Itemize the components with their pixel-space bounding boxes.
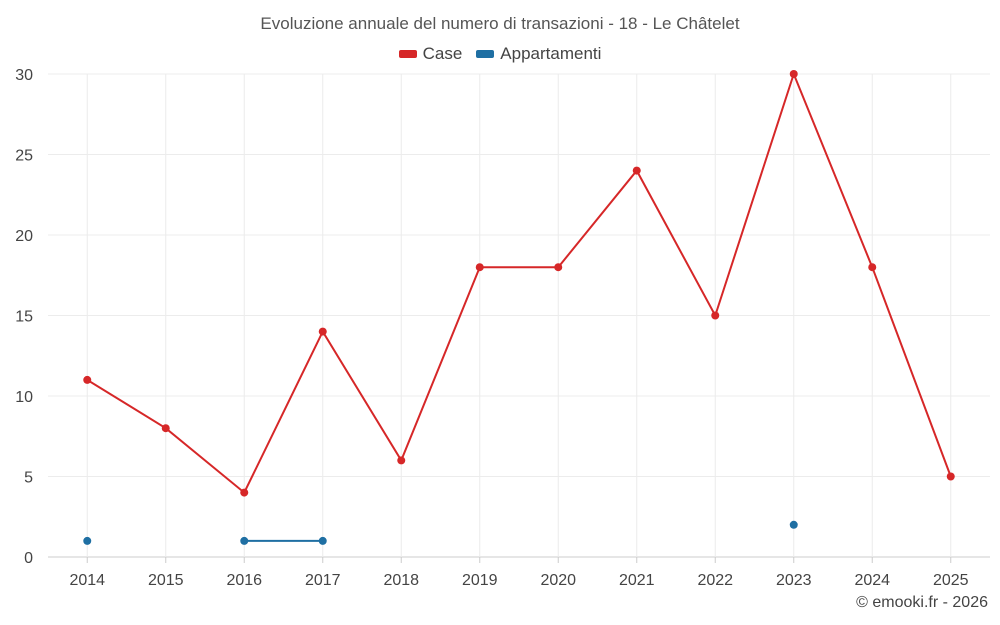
point-appartamenti-2014 [83,536,92,545]
point-case-2025 [946,472,955,481]
legend-item-case[interactable]: Case [398,44,463,64]
point-case-2022 [711,311,720,320]
x-tick-label-2016: 2016 [226,572,262,589]
point-appartamenti-2016 [240,536,249,545]
point-appartamenti-2017 [318,536,327,545]
chart-title: Evoluzione annuale del numero di transaz… [260,14,740,33]
x-tick-label-2024: 2024 [854,572,890,589]
x-tick-label-2020: 2020 [540,572,576,589]
point-case-2015 [161,424,170,433]
x-tick-label-2014: 2014 [69,572,105,589]
point-case-2016 [240,488,249,497]
x-tick-label-2019: 2019 [462,572,498,589]
x-tick-label-2015: 2015 [148,572,184,589]
y-tick-label-25: 25 [15,148,33,165]
point-case-2021 [632,166,641,175]
legend: Case Appartamenti [0,44,1000,64]
point-case-2014 [83,375,92,384]
y-tick-label-15: 15 [15,309,33,326]
x-tick-label-2018: 2018 [383,572,419,589]
point-case-2024 [868,263,877,272]
x-tick-label-2022: 2022 [697,572,733,589]
point-case-2018 [397,456,406,465]
y-tick-label-20: 20 [15,228,33,245]
credit: © emooki.fr - 2026 [856,594,988,611]
point-case-2020 [554,263,563,272]
legend-label-case: Case [422,44,463,63]
legend-swatch-appartamenti [476,50,495,58]
x-tick-label-2023: 2023 [776,572,812,589]
x-tick-label-2021: 2021 [619,572,655,589]
point-appartamenti-2023 [789,520,798,529]
y-tick-label-10: 10 [15,389,33,406]
point-case-2019 [475,263,484,272]
y-tick-label-30: 30 [15,67,33,84]
grid [48,73,990,558]
legend-label-appartamenti: Appartamenti [500,44,602,63]
y-tick-label-5: 5 [24,470,33,487]
legend-swatch-case [398,50,417,58]
point-case-2023 [789,70,798,78]
series-layer [83,70,955,545]
point-case-2017 [318,327,327,336]
y-tick-label-0: 0 [24,550,33,567]
x-tick-label-2017: 2017 [305,572,341,589]
legend-item-appartamenti[interactable]: Appartamenti [476,44,601,64]
x-tick-label-2025: 2025 [933,572,969,589]
series-line-case-0 [86,71,952,495]
